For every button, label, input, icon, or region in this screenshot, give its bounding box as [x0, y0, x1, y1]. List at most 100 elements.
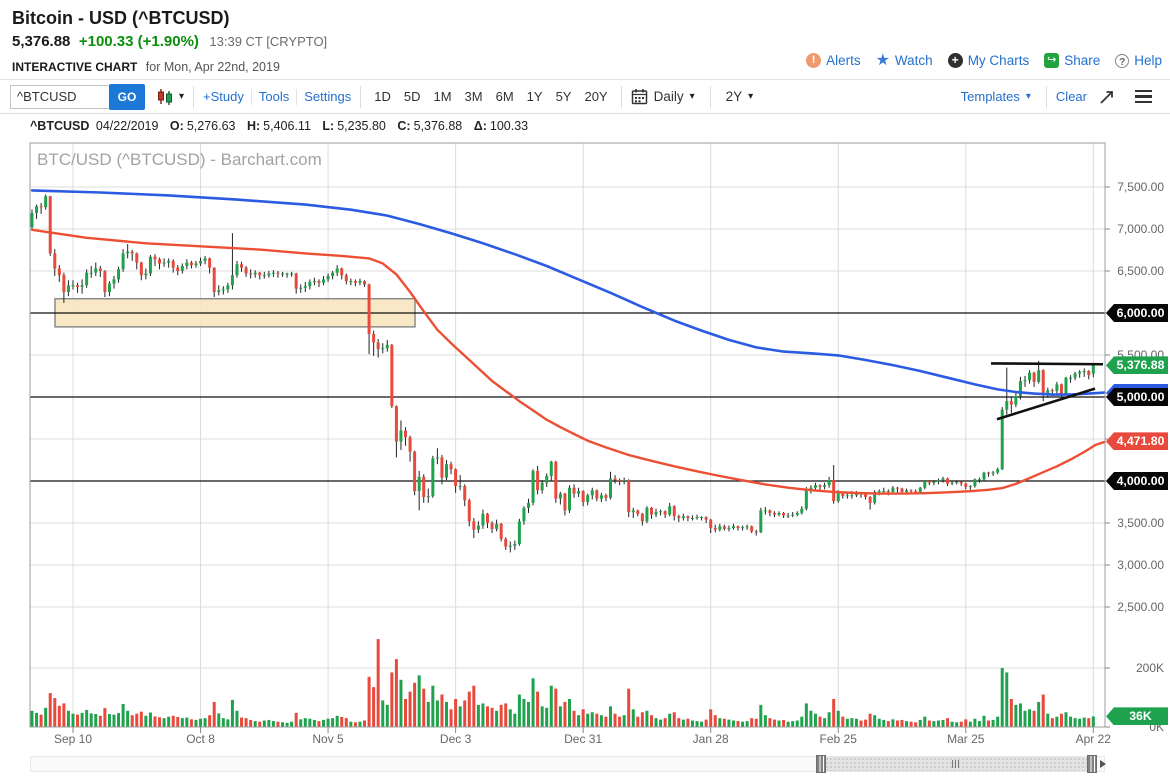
volume-bar	[413, 682, 417, 727]
volume-bar	[895, 720, 899, 727]
candle-body	[886, 491, 890, 493]
range-3m[interactable]: 3M	[464, 89, 483, 104]
candle-body	[745, 526, 749, 528]
candle-body	[285, 273, 289, 275]
symbol-input[interactable]	[10, 84, 110, 109]
candle-body	[317, 281, 321, 283]
volume-bar	[759, 704, 763, 727]
candle-body	[936, 480, 940, 482]
candle-body	[39, 206, 43, 208]
candle-body	[640, 513, 644, 522]
candle-body	[249, 273, 253, 275]
scrollbar-left-handle[interactable]	[816, 755, 826, 773]
volume-bar	[308, 718, 312, 727]
candle-body	[631, 510, 635, 513]
templates-dropdown[interactable]: Templates ▾	[960, 89, 1031, 104]
time-scrollbar-range[interactable]	[821, 757, 1091, 771]
volume-bar	[823, 718, 827, 727]
x-axis-label: Oct 8	[186, 732, 215, 746]
watch-link[interactable]: ★ Watch	[875, 52, 933, 69]
clear-button[interactable]: Clear	[1055, 89, 1087, 104]
volume-bar	[936, 720, 940, 727]
add-study-button[interactable]: +Study	[203, 89, 244, 104]
alerts-link[interactable]: ! Alerts	[806, 53, 861, 68]
price-badge-red: 4,471.80	[1106, 432, 1168, 451]
open-value: 5,276.63	[186, 119, 236, 133]
chart-type-selector[interactable]: ▾	[155, 88, 184, 106]
span-dropdown[interactable]: 2Y ▾	[725, 89, 754, 104]
volume-bar	[832, 698, 836, 727]
candle-body	[490, 523, 494, 529]
candle-body	[964, 483, 968, 487]
candle-body	[832, 480, 836, 502]
candle-body	[486, 513, 489, 523]
candle-body	[854, 493, 858, 496]
candle-body	[1091, 365, 1095, 374]
candle-body	[563, 493, 567, 511]
candle-body	[94, 268, 98, 273]
range-1y[interactable]: 1Y	[526, 89, 543, 104]
candle-body	[809, 487, 813, 490]
volume-bar	[66, 710, 70, 727]
volume-bar	[372, 687, 376, 727]
volume-bar	[932, 721, 936, 727]
candle-body	[864, 494, 868, 497]
candle-body	[567, 487, 571, 511]
calendar-button[interactable]	[631, 88, 648, 105]
volume-bar	[996, 716, 1000, 727]
ohlc-bar: ^BTCUSD 04/22/2019 O: 5,276.63 H: 5,406.11…	[30, 119, 529, 133]
volume-bar	[763, 715, 767, 727]
volume-bar	[431, 685, 435, 727]
menu-button[interactable]	[1135, 89, 1152, 104]
alert-icon: !	[806, 53, 822, 68]
volume-bar	[841, 716, 845, 727]
volume-bar	[221, 718, 225, 727]
candle-body	[572, 487, 576, 494]
help-link[interactable]: ? Help	[1115, 53, 1162, 68]
price-chart[interactable]	[0, 142, 1170, 782]
candle-body	[208, 258, 212, 268]
header-divider	[0, 79, 1170, 80]
scrollbar-grip-icon[interactable]	[952, 760, 959, 768]
time-scrollbar-track[interactable]	[30, 755, 1105, 773]
candle-body	[991, 472, 995, 474]
candle-body	[800, 508, 804, 513]
range-5y[interactable]: 5Y	[555, 89, 572, 104]
blue-moving-average-line	[30, 189, 1106, 396]
volume-bar	[987, 720, 991, 727]
volume-bar	[946, 718, 950, 727]
range-6m[interactable]: 6M	[495, 89, 514, 104]
price-change: +100.33 (+1.90%)	[78, 33, 199, 50]
candle-body	[741, 527, 745, 529]
range-1m[interactable]: 1M	[433, 89, 452, 104]
settings-button[interactable]: Settings	[304, 89, 352, 104]
candle-body	[176, 267, 180, 271]
tools-button[interactable]: Tools	[258, 89, 290, 104]
volume-bar	[153, 716, 157, 727]
candle-body	[909, 490, 913, 492]
candle-body	[736, 526, 740, 529]
candle-body	[604, 495, 608, 498]
candle-body	[98, 268, 102, 271]
range-5d[interactable]: 5D	[403, 89, 421, 104]
scrollbar-right-handle[interactable]	[1087, 755, 1097, 773]
go-button[interactable]: GO	[109, 83, 145, 110]
scrollbar-right-arrow[interactable]	[1100, 760, 1106, 768]
share-link[interactable]: ↪ Share	[1044, 53, 1100, 68]
volume-bar	[709, 709, 713, 727]
candle-body	[1073, 373, 1077, 378]
candle-body	[531, 470, 535, 503]
candle-body	[358, 281, 362, 283]
share-icon: ↪	[1044, 53, 1060, 68]
annotation-tool-button[interactable]	[1099, 89, 1115, 105]
ohlc-date: 04/22/2019	[95, 119, 159, 133]
candle-body	[1078, 371, 1082, 374]
range-1d[interactable]: 1D	[374, 89, 391, 104]
my-charts-link[interactable]: + My Charts	[947, 53, 1029, 68]
volume-bar	[203, 718, 207, 727]
range-20y[interactable]: 20Y	[584, 89, 608, 104]
volume-bar	[713, 715, 717, 727]
volume-bar	[435, 700, 439, 727]
price-axis-label: 7,500.00	[1117, 180, 1164, 194]
frequency-dropdown[interactable]: Daily ▾	[653, 89, 695, 104]
